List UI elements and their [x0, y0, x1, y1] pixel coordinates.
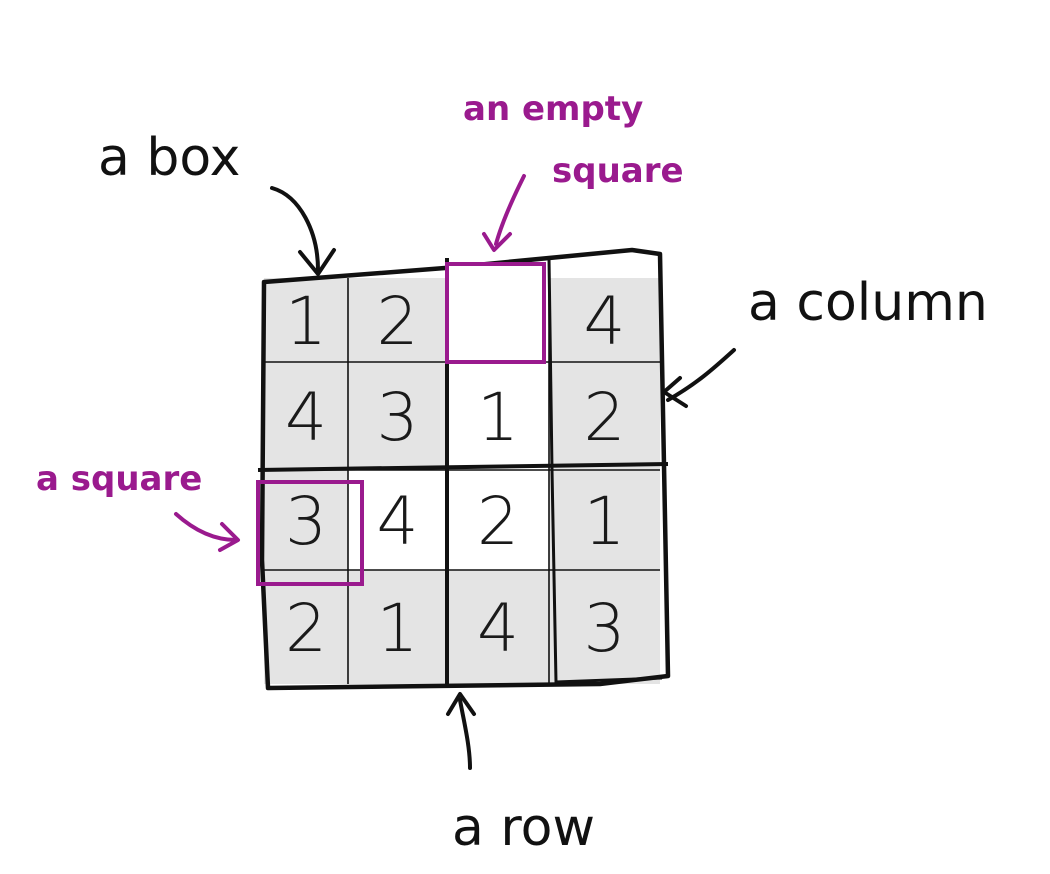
grid-cell [549, 362, 660, 470]
box-arrow [270, 186, 320, 272]
grid-cell [447, 362, 549, 470]
label-square-empty: square [552, 151, 684, 191]
square-outline [256, 480, 364, 586]
grid-cell [348, 278, 447, 362]
grid-cell [264, 570, 348, 684]
cell-digit: 3 [584, 590, 626, 667]
grid-cell [348, 362, 447, 470]
cell-digit: 4 [285, 379, 327, 456]
cell-digit: 1 [285, 283, 327, 360]
empty-square-arrow [494, 174, 526, 246]
label-an-empty: an empty [463, 89, 643, 129]
grid-cells [264, 278, 660, 684]
cell-digit: 1 [584, 483, 626, 560]
label-a-square: a square [36, 459, 202, 499]
grid-cell [549, 570, 660, 684]
cell-digit: 4 [377, 483, 419, 560]
cell-digit: 3 [285, 483, 327, 560]
grid-cell [447, 470, 549, 570]
grid-cell [549, 470, 660, 570]
grid-cell [348, 470, 447, 570]
grid-cell [447, 570, 549, 684]
cell-digit: 1 [377, 590, 419, 667]
cell-digit: 2 [377, 283, 419, 360]
box-arrow-head [298, 248, 336, 276]
label-a-column: a column [748, 273, 988, 333]
empty-square-arrow-head [482, 232, 512, 252]
box-line-horizontal [257, 462, 669, 472]
square-arrow [174, 512, 238, 542]
cell-digit: 3 [377, 379, 419, 456]
grid-cell [264, 362, 348, 470]
cell-digit: 4 [477, 590, 519, 667]
annotation-arrows [174, 174, 736, 770]
grid-cell [264, 470, 348, 570]
grid-digits: 1 2 44 3 1 23 4 2 12 1 4 3 [285, 283, 626, 667]
grid-cell [264, 278, 348, 362]
cell-digit: 2 [477, 483, 519, 560]
row-arrow-head [446, 692, 476, 716]
highlight-outlines [256, 262, 546, 586]
empty-square-outline [445, 262, 546, 364]
cell-digit: 2 [285, 590, 327, 667]
cell-digit: 2 [584, 379, 626, 456]
label-a-row: a row [452, 798, 595, 858]
row-arrow [458, 698, 472, 770]
cell-digit: 1 [477, 379, 519, 456]
label-a-box: a box [98, 128, 240, 188]
column-outline [547, 257, 663, 684]
cell-digit: 4 [584, 283, 626, 360]
grid-cell [549, 278, 660, 362]
square-arrow-head [218, 522, 240, 552]
column-arrow [666, 348, 736, 402]
grid-cell [348, 570, 447, 684]
column-arrow-head [662, 376, 688, 408]
